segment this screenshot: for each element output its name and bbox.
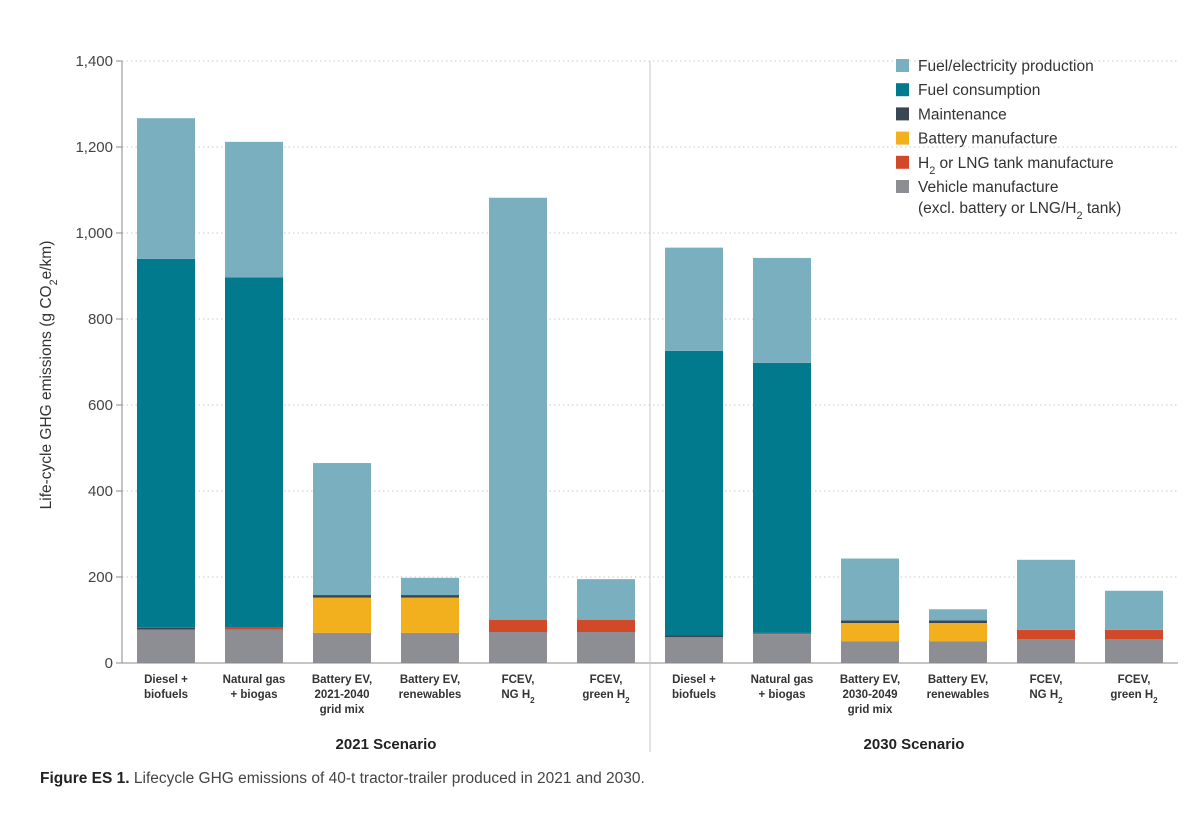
x-category-label: Battery EV, renewables bbox=[399, 674, 462, 701]
x-category-label: Natural gas + biogas bbox=[751, 674, 814, 701]
y-tick-label: 600 bbox=[88, 397, 113, 414]
bar-segment bbox=[1017, 629, 1075, 640]
x-category-label: Battery EV, 2021-2040 grid mix bbox=[312, 674, 372, 716]
legend-label: Maintenance bbox=[918, 106, 1007, 123]
bar-segment bbox=[313, 632, 371, 663]
bar-segment bbox=[225, 141, 283, 278]
legend-swatch bbox=[896, 59, 909, 72]
bar-segment bbox=[313, 597, 371, 633]
bar-segment bbox=[401, 595, 459, 598]
bar-segment bbox=[489, 620, 547, 633]
y-tick-label: 1,200 bbox=[75, 139, 113, 156]
bar-segment bbox=[665, 637, 723, 663]
y-tick-label: 1,000 bbox=[75, 225, 113, 242]
y-tick-labels: 0 200 400 600 800 1,000 1,200 1,400 bbox=[75, 53, 113, 672]
x-category-label: Diesel + biofuels bbox=[672, 674, 716, 701]
axes bbox=[121, 61, 1178, 752]
legend-label: H2 or LNG tank manufacture bbox=[918, 155, 1114, 177]
bar-segment bbox=[1105, 590, 1163, 630]
legend-label: Vehicle manufacture (excl. battery or LNG… bbox=[918, 179, 1121, 222]
x-category-label: Natural gas + biogas bbox=[223, 674, 286, 701]
x-category-labels: Diesel + biofuels Natural gas + biogas Batte… bbox=[144, 674, 1158, 716]
bar-segment bbox=[313, 463, 371, 596]
bar-segment bbox=[137, 118, 195, 259]
bar-segment bbox=[929, 623, 987, 642]
x-category-label: FCEV, NG H2 bbox=[1029, 674, 1063, 705]
bar-segment bbox=[137, 627, 195, 630]
y-tick-label: 0 bbox=[105, 655, 113, 672]
y-axis-label: Life-cycle GHG emissions (g CO2e/km) bbox=[38, 241, 60, 510]
bar-segment bbox=[841, 623, 899, 642]
bar-segment bbox=[401, 597, 459, 633]
x-category-label: FCEV, NG H2 bbox=[501, 674, 535, 705]
caption-text: Lifecycle GHG emissions of 40-t tractor-… bbox=[133, 770, 645, 787]
legend: Fuel/electricity production Fuel consumpt… bbox=[896, 58, 1121, 222]
bar-segment bbox=[929, 620, 987, 624]
bar-segment bbox=[225, 277, 283, 628]
x-category-label: Battery EV, 2030-2049 grid mix bbox=[840, 674, 900, 716]
x-category-label: FCEV, green H2 bbox=[1110, 674, 1158, 705]
bar-segment bbox=[225, 629, 283, 663]
legend-swatch bbox=[896, 180, 909, 193]
y-tick-label: 1,400 bbox=[75, 53, 113, 70]
bar-segment bbox=[841, 620, 899, 624]
x-category-label: Diesel + biofuels bbox=[144, 674, 188, 701]
bar-segment bbox=[489, 632, 547, 663]
legend-swatch bbox=[896, 83, 909, 97]
group-labels: 2021 Scenario 2030 Scenario bbox=[336, 736, 965, 753]
bar-segment bbox=[665, 247, 723, 351]
legend-swatch bbox=[896, 131, 909, 145]
bar-segment bbox=[665, 635, 723, 638]
bar-segment bbox=[313, 595, 371, 598]
bar-segment bbox=[929, 641, 987, 663]
bar-segment bbox=[137, 629, 195, 663]
bar-segment bbox=[841, 558, 899, 621]
legend-swatch bbox=[896, 107, 909, 121]
scenario-label: 2030 Scenario bbox=[864, 736, 965, 753]
scenario-label: 2021 Scenario bbox=[336, 736, 437, 753]
bar-segment bbox=[401, 632, 459, 663]
bar-segment bbox=[225, 627, 283, 630]
bar-segment bbox=[577, 632, 635, 663]
bar-segment bbox=[753, 634, 811, 663]
legend-label: Fuel consumption bbox=[918, 82, 1040, 99]
bar-segment bbox=[577, 620, 635, 633]
caption-label: Figure ES 1. bbox=[40, 770, 130, 787]
bar-segment bbox=[577, 579, 635, 620]
bar-segment bbox=[401, 577, 459, 596]
y-tick-label: 200 bbox=[88, 569, 113, 586]
bar-segment bbox=[1105, 629, 1163, 640]
x-category-label: FCEV, green H2 bbox=[582, 674, 630, 705]
bar-segment bbox=[1105, 639, 1163, 663]
bar-segment bbox=[665, 350, 723, 636]
bar-segment bbox=[1017, 639, 1075, 663]
x-category-label: Battery EV, renewables bbox=[927, 674, 990, 701]
legend-label: Battery manufacture bbox=[918, 131, 1058, 148]
bar-segment bbox=[841, 641, 899, 663]
bar-segment bbox=[137, 258, 195, 628]
legend-label: Fuel/electricity production bbox=[918, 58, 1094, 75]
bar-segment bbox=[489, 197, 547, 621]
bar-segment bbox=[753, 632, 811, 635]
figure-caption: Figure ES 1. Lifecycle GHG emissions of … bbox=[40, 770, 645, 788]
bar-segment bbox=[753, 257, 811, 363]
y-tick-label: 400 bbox=[88, 483, 113, 500]
bars bbox=[137, 118, 1163, 663]
legend-swatch bbox=[896, 155, 909, 169]
bar-segment bbox=[753, 362, 811, 633]
y-tick-label: 800 bbox=[88, 311, 113, 328]
bar-segment bbox=[929, 609, 987, 621]
bar-segment bbox=[1017, 559, 1075, 630]
